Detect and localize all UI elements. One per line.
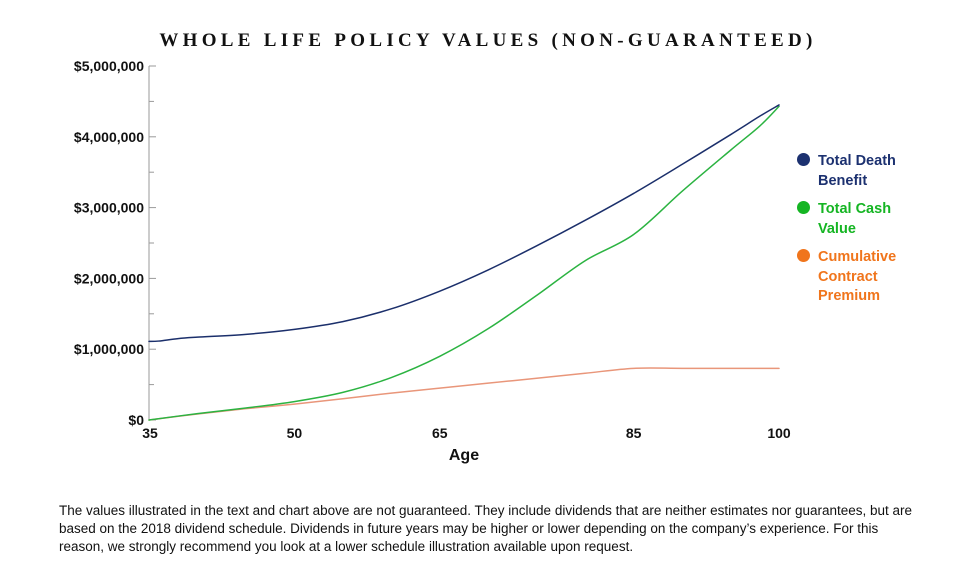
x-tick-label: 50: [287, 425, 303, 441]
y-tick-label: $5,000,000: [74, 58, 144, 74]
legend-label-total-death-benefit: Total Death Benefit: [818, 153, 896, 189]
legend-item-cumulative-contract-premium: Cumulative Contract Premium: [797, 248, 908, 307]
x-tick-label: 100: [767, 425, 791, 441]
disclaimer-footnote: The values illustrated in the text and c…: [59, 503, 913, 554]
chart-title: WHOLE LIFE POLICY VALUES (NON-GUARANTEED…: [159, 30, 817, 51]
legend-item-total-death-benefit: Total Death Benefit: [797, 152, 908, 191]
series-line-cumulative-contract-premium: [148, 367, 780, 421]
y-tick-label: $0: [128, 412, 144, 428]
chart-series-lines: [148, 104, 780, 421]
legend-label-total-cash-value: Total Cash Value: [818, 201, 892, 237]
legend-item-total-cash-value: Total Cash Value: [797, 200, 908, 239]
legend-marker-cumulative-contract-premium: [797, 249, 810, 262]
legend-label-cumulative-contract-premium: Cumulative Contract Premium: [818, 249, 897, 304]
series-line-total-cash-value: [148, 105, 780, 421]
y-tick-label: $2,000,000: [74, 270, 144, 286]
legend-marker-total-death-benefit: [797, 153, 810, 166]
legend-marker-total-cash-value: [797, 201, 810, 214]
y-tick-label: $4,000,000: [74, 129, 144, 145]
x-tick-label: 65: [432, 425, 448, 441]
y-tick-label: $1,000,000: [74, 341, 144, 357]
chart-tick-labels: $0 $1,000,000 $2,000,000 $3,000,000 $4,000,0…: [74, 58, 791, 464]
x-tick-label: 85: [626, 425, 642, 441]
series-line-total-death-benefit: [148, 104, 780, 343]
chart-plot: $0 $1,000,000 $2,000,000 $3,000,000 $4,000,0…: [74, 58, 791, 464]
x-axis-label: Age: [449, 447, 479, 464]
y-tick-label: $3,000,000: [74, 200, 144, 216]
chart-axes: [148, 65, 156, 421]
x-tick-label: 35: [142, 425, 158, 441]
chart-legend: Total Death Benefit Total Cash Value Cum…: [797, 152, 908, 316]
